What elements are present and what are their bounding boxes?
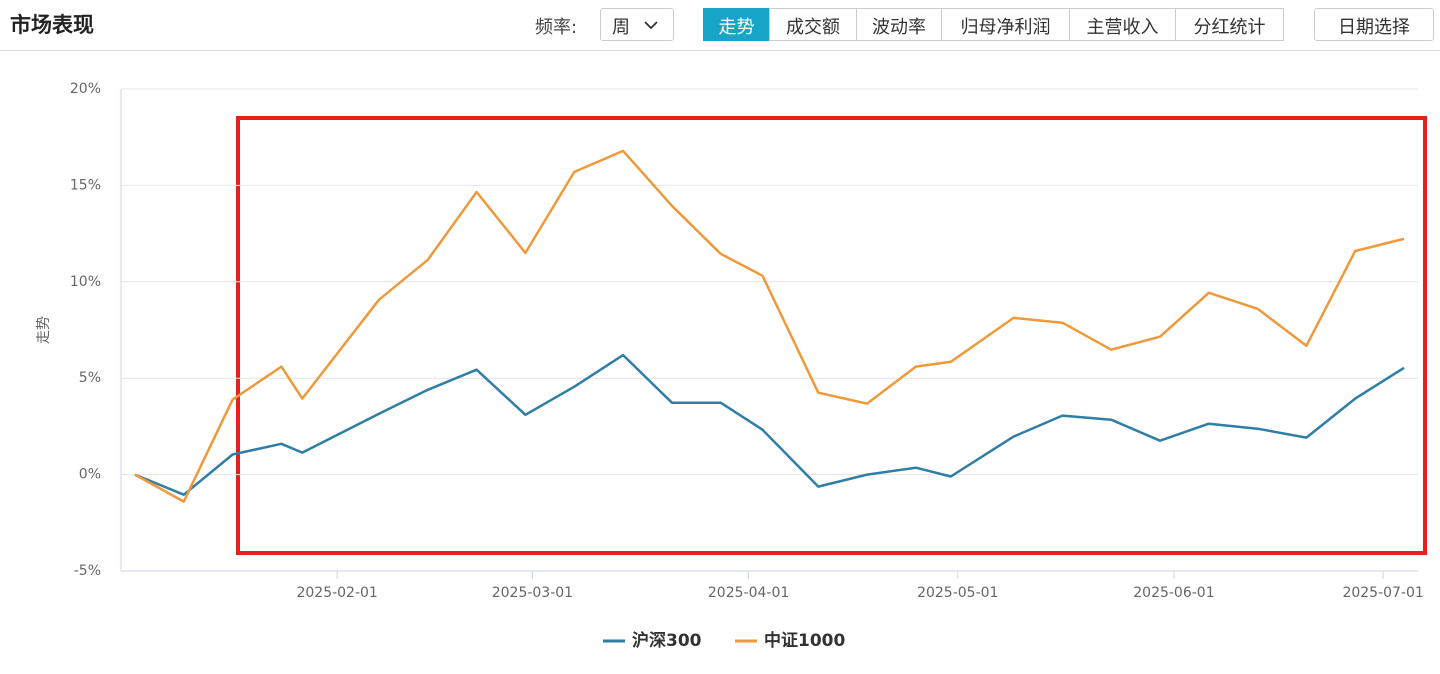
frequency-label: 频率: [535, 17, 578, 38]
y-tick-label: 5% [79, 370, 101, 386]
tab[interactable]: 分红统计 [1175, 8, 1284, 41]
y-tick-label: 0% [79, 467, 101, 483]
chevron [644, 21, 658, 30]
frequency-dropdown[interactable]: 周 [600, 8, 674, 41]
x-tick-label: 2025-03-01 [492, 585, 573, 601]
y-tick-label: -5% [74, 563, 101, 579]
frequency-value: 周 [612, 17, 630, 38]
series-line [134, 353, 1405, 496]
highlight-box [236, 116, 1427, 555]
x-tick-label: 2025-07-01 [1342, 585, 1423, 601]
legend-label: 中证1000 [764, 630, 845, 651]
x-tick-label: 2025-06-01 [1133, 585, 1214, 601]
date-button[interactable]: 日期选择 [1314, 8, 1434, 41]
y-tick-label: 15% [70, 177, 101, 193]
separator [0, 50, 1440, 51]
series-line [134, 149, 1405, 503]
x-tick-label: 2025-02-01 [296, 585, 377, 601]
y-tick-label: 20% [70, 81, 101, 97]
legend-label: 沪深300 [632, 630, 702, 651]
x-tick-label: 2025-05-01 [917, 585, 998, 601]
tab[interactable]: 走势 [703, 8, 770, 41]
y-tick-label: 10% [70, 274, 101, 290]
x-tick-label: 2025-04-01 [708, 585, 789, 601]
page-title: 市场表现 [10, 13, 94, 37]
y-axis-label: 走势 [36, 316, 52, 344]
